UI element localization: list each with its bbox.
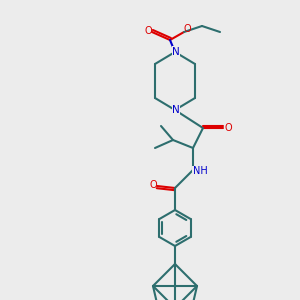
- Text: O: O: [224, 123, 232, 133]
- Text: N: N: [172, 47, 180, 57]
- Text: N: N: [172, 105, 180, 115]
- Text: O: O: [183, 24, 191, 34]
- Text: O: O: [144, 26, 152, 36]
- Text: O: O: [149, 180, 157, 190]
- Text: NH: NH: [193, 166, 207, 176]
